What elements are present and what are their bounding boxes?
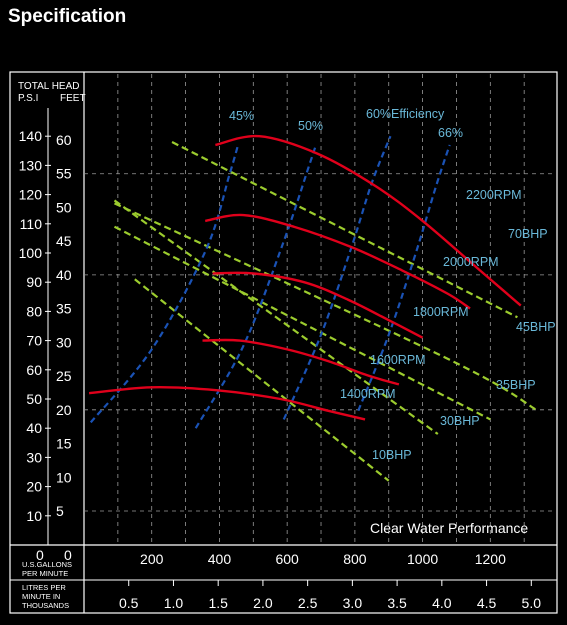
efficiency-curve (357, 144, 451, 412)
feet-tick-label: 35 (56, 301, 72, 317)
bhp-line (171, 141, 518, 319)
outer-border (9, 71, 558, 614)
litres-axis-label: THOUSANDS (22, 601, 69, 610)
litres-axis-label: MINUTE IN (22, 592, 60, 601)
litres-tick-label: 2.5 (298, 595, 318, 611)
gallons-tick-label: 800 (343, 551, 367, 567)
psi-tick-label: 90 (26, 274, 42, 290)
feet-tick-label: 5 (56, 503, 64, 519)
litres-tick-label: 4.0 (432, 595, 452, 611)
psi-tick-label: 130 (19, 157, 43, 173)
rpm-curve (202, 338, 400, 386)
chart-frame (9, 71, 558, 614)
psi-tick-label: 60 (26, 362, 42, 378)
feet-tick-label: 15 (56, 436, 72, 452)
efficiency-label: 50% (298, 119, 323, 133)
psi-zero-label: 0 (36, 547, 44, 563)
bhp-line (113, 199, 439, 435)
curve-labels: 2200RPM 2000RPM 1800RPM 1600RPM 1400RPM 70BHP… (229, 107, 556, 536)
bhp-line (113, 225, 491, 421)
litres-tick-label: 3.5 (387, 595, 407, 611)
litres-tick-label: 3.0 (343, 595, 363, 611)
gallons-axis-label: PER MINUTE (22, 569, 68, 578)
rpm-label: 1800RPM (413, 305, 469, 319)
rpm-label: 2200RPM (466, 188, 522, 202)
feet-axis-label: FEET (60, 93, 86, 104)
gallons-tick-label: 200 (140, 551, 164, 567)
rpm-label: 1600RPM (370, 353, 426, 367)
litres-tick-label: 1.0 (164, 595, 184, 611)
gallons-tick-label: 400 (208, 551, 232, 567)
gallons-tick-label: 1000 (407, 551, 438, 567)
rpm-curve (215, 134, 522, 307)
bhp-label: 30BHP (440, 414, 480, 428)
bhp-label: 45BHP (516, 320, 556, 334)
efficiency-label: 45% (229, 109, 254, 123)
feet-tick-label: 50 (56, 199, 72, 215)
efficiency-curve (194, 144, 317, 429)
litres-tick-label: 5.0 (522, 595, 542, 611)
feet-tick-label: 20 (56, 402, 72, 418)
psi-tick-label: 10 (26, 508, 42, 524)
rpm-curve (212, 271, 424, 339)
psi-tick-label: 80 (26, 303, 42, 319)
chart-title: Clear Water Performance (370, 520, 528, 536)
psi-tick-label: 120 (19, 187, 43, 203)
litres-tick-label: 2.0 (253, 595, 273, 611)
efficiency-label: 66% (438, 126, 463, 140)
litres-tick-label: 0.5 (119, 595, 139, 611)
gallons-tick-label: 1200 (475, 551, 506, 567)
rpm-curve (205, 213, 471, 310)
feet-tick-label: 25 (56, 368, 72, 384)
psi-tick-label: 100 (19, 245, 43, 261)
psi-tick-label: 140 (19, 128, 43, 144)
bhp-label: 70BHP (508, 227, 548, 241)
efficiency-curve (282, 135, 392, 420)
rpm-label: 2000RPM (443, 255, 499, 269)
page-title: Specification (8, 6, 127, 27)
litres-tick-label: 4.5 (477, 595, 497, 611)
psi-tick-label: 30 (26, 449, 42, 465)
rpm-label: 1400RPM (340, 387, 396, 401)
bhp-label: 35BHP (496, 378, 536, 392)
rpm-curve (88, 386, 366, 421)
psi-tick-label: 70 (26, 333, 42, 349)
y-axis-title: TOTAL HEAD (18, 81, 80, 92)
psi-tick-label: 40 (26, 420, 42, 436)
litres-axis-label: LITRES PER (22, 583, 66, 592)
efficiency-curve (89, 144, 240, 424)
bhp-line (114, 202, 539, 412)
rpm-curves (88, 134, 522, 421)
gallons-axis-label: U.S.GALLONS (22, 560, 72, 569)
feet-tick-label: 40 (56, 267, 72, 283)
bhp-lines (113, 141, 539, 482)
feet-tick-label: 30 (56, 334, 72, 350)
psi-axis-label: P.S.I (18, 93, 38, 104)
bhp-label: 10BHP (372, 448, 412, 462)
psi-tick-label: 110 (20, 216, 43, 232)
psi-tick-label: 20 (26, 479, 42, 495)
gallons-tick-label: 600 (275, 551, 299, 567)
feet-tick-label: 55 (56, 166, 72, 182)
feet-tick-label: 60 (56, 132, 72, 148)
efficiency-label: 60%Efficiency (366, 107, 445, 121)
efficiency-curves (89, 135, 451, 429)
feet-zero-label: 0 (64, 547, 72, 563)
bhp-line (134, 278, 390, 482)
litres-tick-label: 1.5 (208, 595, 228, 611)
feet-tick-label: 45 (56, 233, 72, 249)
psi-tick-label: 50 (26, 391, 42, 407)
chart-grid (84, 74, 557, 545)
feet-tick-label: 10 (56, 469, 72, 485)
